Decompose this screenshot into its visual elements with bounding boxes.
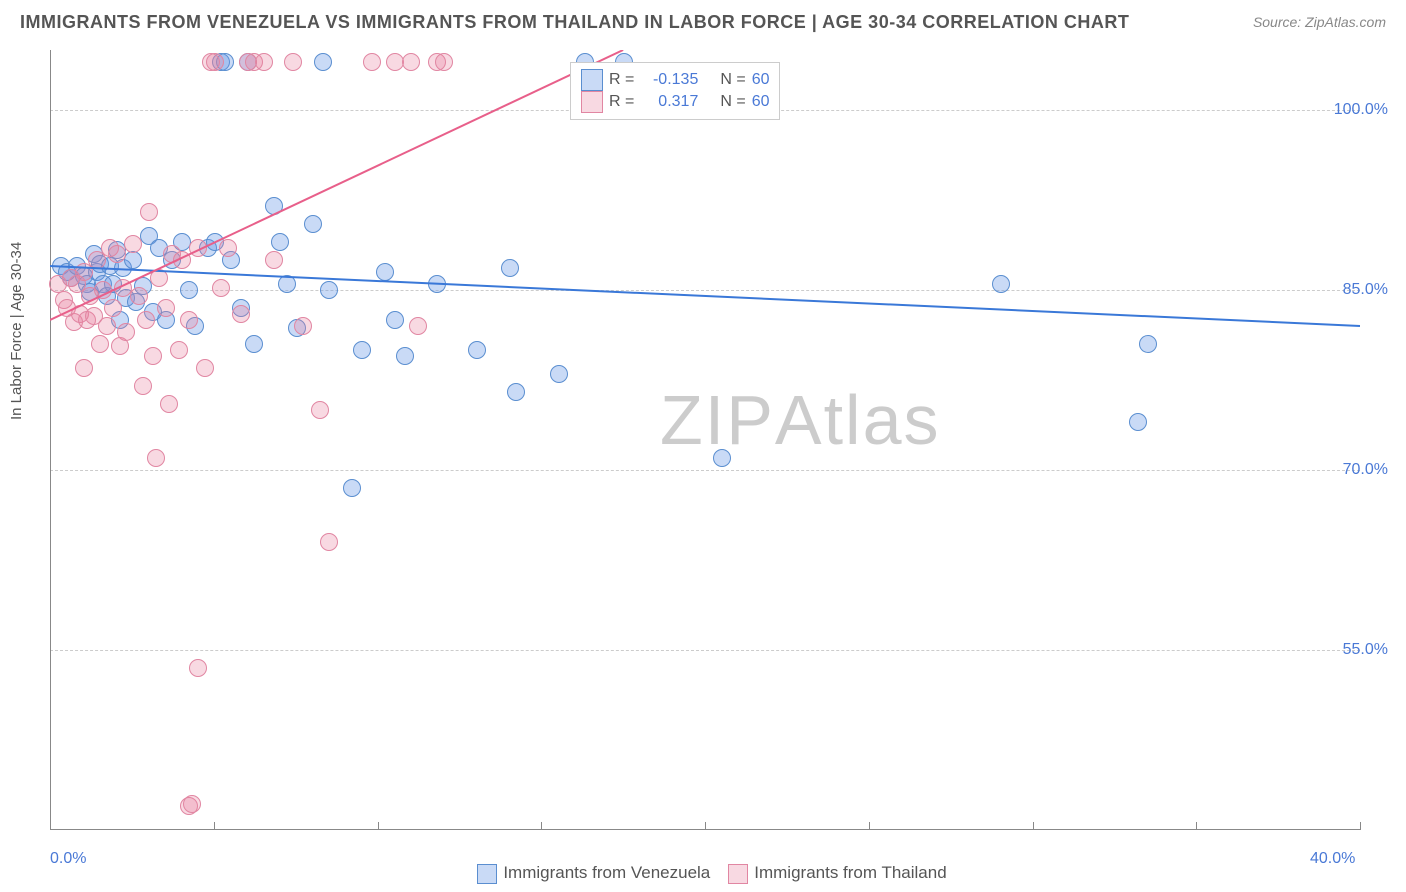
data-point (376, 263, 394, 281)
data-point (180, 311, 198, 329)
legend-swatch (728, 864, 748, 884)
data-point (265, 251, 283, 269)
data-point (137, 311, 155, 329)
data-point (117, 323, 135, 341)
plot-area (50, 50, 1360, 830)
legend-swatch (477, 864, 497, 884)
data-point (435, 53, 453, 71)
legend-r-value: -0.135 (640, 71, 698, 89)
data-point (271, 233, 289, 251)
data-point (206, 53, 224, 71)
legend-swatch (581, 69, 603, 91)
data-point (713, 449, 731, 467)
data-point (992, 275, 1010, 293)
data-point (183, 795, 201, 813)
data-point (265, 197, 283, 215)
y-axis-label: In Labor Force | Age 30-34 (8, 242, 25, 420)
legend-r-label: R = (609, 93, 634, 111)
data-point (507, 383, 525, 401)
data-point (1139, 335, 1157, 353)
legend-r-label: R = (609, 71, 634, 89)
data-point (311, 401, 329, 419)
data-point (219, 239, 237, 257)
source-label: Source: ZipAtlas.com (1253, 14, 1386, 30)
data-point (124, 235, 142, 253)
data-point (294, 317, 312, 335)
legend-row: R = 0.317 N = 60 (581, 91, 769, 113)
data-point (304, 215, 322, 233)
legend-series: Immigrants from Venezuela Immigrants from… (0, 863, 1406, 884)
data-point (134, 377, 152, 395)
data-point (550, 365, 568, 383)
data-point (402, 53, 420, 71)
legend-row: R = -0.135 N = 60 (581, 69, 769, 91)
data-point (130, 287, 148, 305)
data-point (468, 341, 486, 359)
legend-correlation: R = -0.135 N = 60 R = 0.317 N = 60 (570, 62, 780, 120)
data-point (160, 395, 178, 413)
data-point (1129, 413, 1147, 431)
data-point (363, 53, 381, 71)
legend-series-label: Immigrants from Thailand (754, 863, 946, 882)
data-point (353, 341, 371, 359)
data-point (501, 259, 519, 277)
data-point (232, 305, 250, 323)
x-tick (1360, 822, 1361, 830)
data-point (144, 347, 162, 365)
data-point (170, 341, 188, 359)
data-point (196, 359, 214, 377)
data-point (245, 335, 263, 353)
data-point (278, 275, 296, 293)
data-point (320, 533, 338, 551)
data-point (91, 335, 109, 353)
legend-n-label: N = (720, 93, 745, 111)
data-point (147, 449, 165, 467)
data-point (94, 281, 112, 299)
data-point (343, 479, 361, 497)
data-point (409, 317, 427, 335)
data-point (98, 317, 116, 335)
legend-r-value: 0.317 (640, 93, 698, 111)
data-point (189, 659, 207, 677)
data-point (140, 203, 158, 221)
data-point (212, 279, 230, 297)
data-point (104, 299, 122, 317)
data-point (314, 53, 332, 71)
data-point (150, 269, 168, 287)
data-point (114, 279, 132, 297)
data-point (173, 251, 191, 269)
legend-n-label: N = (720, 71, 745, 89)
data-point (189, 239, 207, 257)
legend-n-value: 60 (752, 71, 770, 89)
legend-swatch (581, 91, 603, 113)
legend-n-value: 60 (752, 93, 770, 111)
data-point (428, 275, 446, 293)
data-point (386, 311, 404, 329)
data-point (284, 53, 302, 71)
data-point (255, 53, 273, 71)
data-point (157, 299, 175, 317)
data-point (124, 251, 142, 269)
data-point (320, 281, 338, 299)
data-point (396, 347, 414, 365)
data-point (108, 245, 126, 263)
data-point (180, 281, 198, 299)
data-point (386, 53, 404, 71)
chart-title: IMMIGRANTS FROM VENEZUELA VS IMMIGRANTS … (20, 12, 1129, 33)
data-point (75, 359, 93, 377)
legend-series-label: Immigrants from Venezuela (503, 863, 710, 882)
